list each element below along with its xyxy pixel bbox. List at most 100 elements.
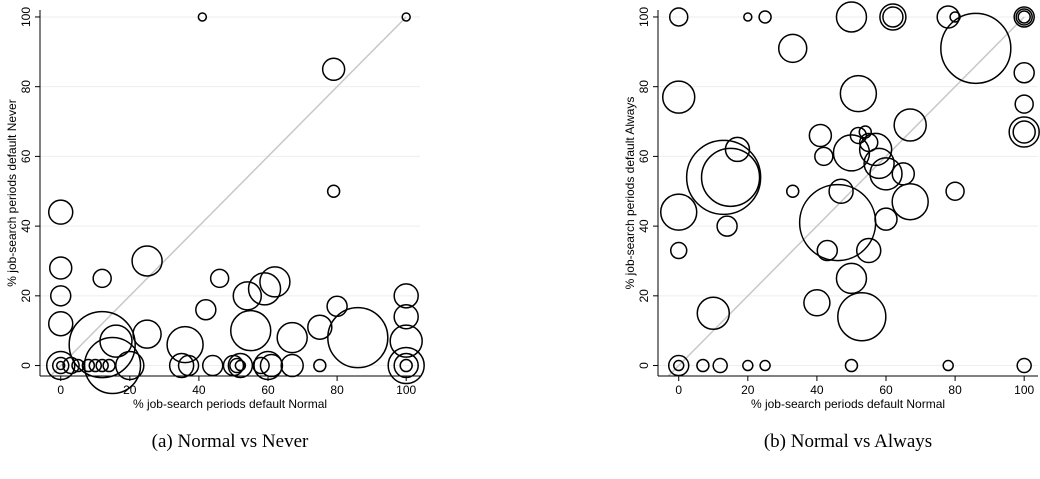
bubble — [858, 132, 893, 167]
y-tick-label: 80 — [637, 80, 651, 94]
bubble — [696, 296, 731, 331]
bubble — [855, 237, 882, 264]
bubble — [132, 319, 162, 349]
bubble — [49, 285, 72, 307]
bubble — [1017, 10, 1031, 24]
bubble — [131, 245, 163, 277]
bubble — [313, 358, 327, 373]
bubble — [777, 33, 808, 64]
caption: (b) Normal vs Always — [764, 431, 932, 452]
bubble — [716, 215, 738, 237]
bubble — [712, 357, 728, 374]
bubble — [891, 162, 916, 186]
bubble — [307, 314, 333, 340]
bubble — [785, 184, 800, 199]
bubble — [837, 291, 887, 342]
bubble — [1008, 116, 1040, 148]
bubble — [197, 12, 208, 22]
bubble — [758, 10, 772, 24]
bubble — [168, 352, 195, 379]
x-tick-label: 40 — [192, 383, 206, 397]
bubble — [389, 324, 423, 358]
bubble — [1013, 61, 1035, 84]
bubble — [844, 358, 859, 373]
bubble — [232, 281, 263, 311]
bubble — [51, 356, 70, 375]
y-tick-label: 40 — [19, 219, 33, 233]
bubble — [882, 6, 904, 28]
bubble — [940, 12, 1012, 85]
bubble — [661, 80, 696, 114]
bubble — [280, 353, 304, 378]
y-tick-label: 0 — [19, 362, 33, 369]
bubble — [166, 325, 204, 364]
bubble — [685, 139, 762, 216]
bubble — [99, 324, 133, 358]
bubble — [393, 303, 419, 330]
bubble — [321, 57, 346, 82]
bubble — [88, 358, 103, 373]
bubble — [742, 359, 754, 372]
bubble — [700, 147, 761, 208]
y-tick-label: 80 — [19, 80, 33, 94]
y-tick-label: 20 — [637, 289, 651, 303]
bubble — [55, 360, 66, 371]
bubble — [696, 358, 710, 373]
bubble — [115, 350, 145, 381]
bubble — [399, 358, 413, 373]
bubble — [667, 354, 690, 377]
y-tick-label: 20 — [19, 289, 33, 303]
caption: (a) Normal vs Never — [152, 431, 309, 452]
bubble — [669, 241, 688, 260]
bubble — [195, 299, 217, 321]
bubble — [177, 354, 200, 377]
x-tick-label: 100 — [1014, 383, 1034, 397]
x-tick-label: 0 — [675, 383, 682, 397]
bubble — [672, 359, 685, 372]
bubble — [68, 310, 136, 379]
bubble — [47, 199, 74, 225]
bubble — [1014, 94, 1034, 114]
x-axis-label: % job-search periods default Normal — [751, 397, 945, 411]
y-tick-label: 100 — [637, 7, 651, 27]
y-axis-label: % job-search periods default Always — [623, 97, 637, 290]
bubble — [1015, 8, 1033, 26]
bubble — [401, 12, 411, 22]
bubble — [276, 321, 308, 354]
bubble — [893, 108, 927, 142]
x-tick-label: 100 — [396, 383, 416, 397]
bubble — [209, 268, 230, 289]
bubble — [945, 181, 965, 202]
bubble — [858, 132, 879, 153]
bubble — [869, 157, 903, 191]
bubble — [1016, 357, 1032, 374]
y-axis-label: % job-search periods default Never — [5, 99, 19, 286]
bubble — [229, 309, 272, 352]
bubble — [326, 295, 348, 318]
y-tick-label: 60 — [19, 149, 33, 163]
bubble — [839, 74, 878, 113]
diagonal — [667, 16, 1025, 377]
bubble — [863, 147, 895, 180]
bubble — [81, 358, 96, 373]
bubble — [724, 136, 751, 163]
bubble — [828, 178, 854, 205]
bubble — [1012, 120, 1036, 144]
bubble — [816, 239, 839, 262]
bubble — [247, 272, 282, 306]
bubble — [229, 357, 245, 374]
x-tick-label: 60 — [261, 383, 275, 397]
diagonal — [49, 16, 407, 377]
bubble — [92, 268, 112, 289]
bubble — [95, 358, 109, 373]
bubble — [259, 353, 284, 378]
bubble — [47, 310, 74, 337]
bubble — [808, 123, 833, 148]
bubble — [814, 146, 834, 167]
y-tick-label: 60 — [637, 149, 651, 163]
x-tick-label: 80 — [948, 383, 962, 397]
bubble — [874, 207, 898, 231]
x-axis-label: % job-search periods default Normal — [133, 397, 327, 411]
bubble — [327, 306, 389, 369]
bubble — [48, 256, 73, 280]
